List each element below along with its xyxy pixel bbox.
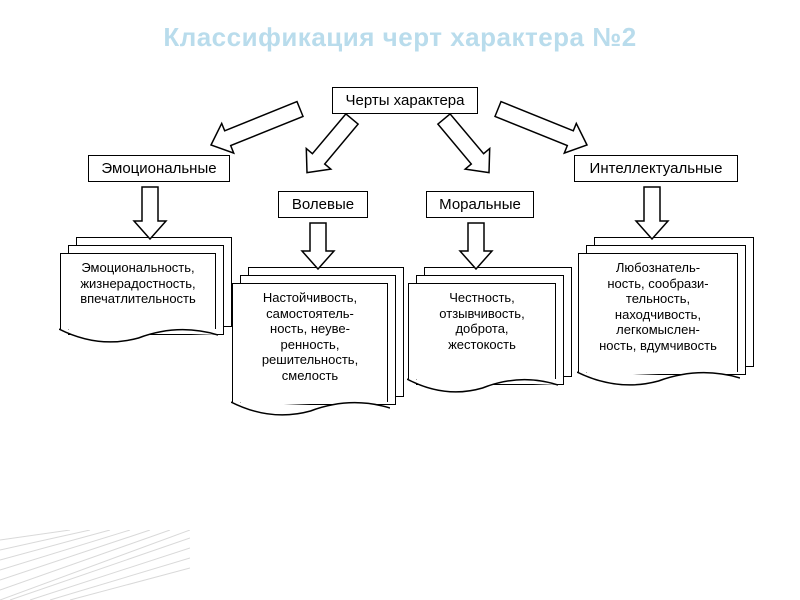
traits-emotional: Эмоциональность,жизнерадостность,впечатл…	[60, 253, 232, 363]
traits-volitional: Настойчивость,самостоятель-ность, неуве-…	[232, 283, 404, 433]
category-volitional: Волевые	[278, 191, 368, 218]
category-intellectual: Интеллектуальные	[574, 155, 738, 182]
category-emotional: Эмоциональные	[88, 155, 230, 182]
category-moral: Моральные	[426, 191, 534, 218]
diagram-area: Черты характера Эмоциональные Волевые Мо…	[0, 63, 800, 523]
page-title: Классификация черт характера №2	[0, 0, 800, 53]
traits-moral: Честность,отзывчивость,доброта,жестокост…	[408, 283, 572, 413]
root-node: Черты характера	[332, 87, 478, 114]
traits-intellectual: Любознатель-ность, сообрази-тельность,на…	[578, 253, 754, 403]
corner-decor	[0, 530, 190, 600]
